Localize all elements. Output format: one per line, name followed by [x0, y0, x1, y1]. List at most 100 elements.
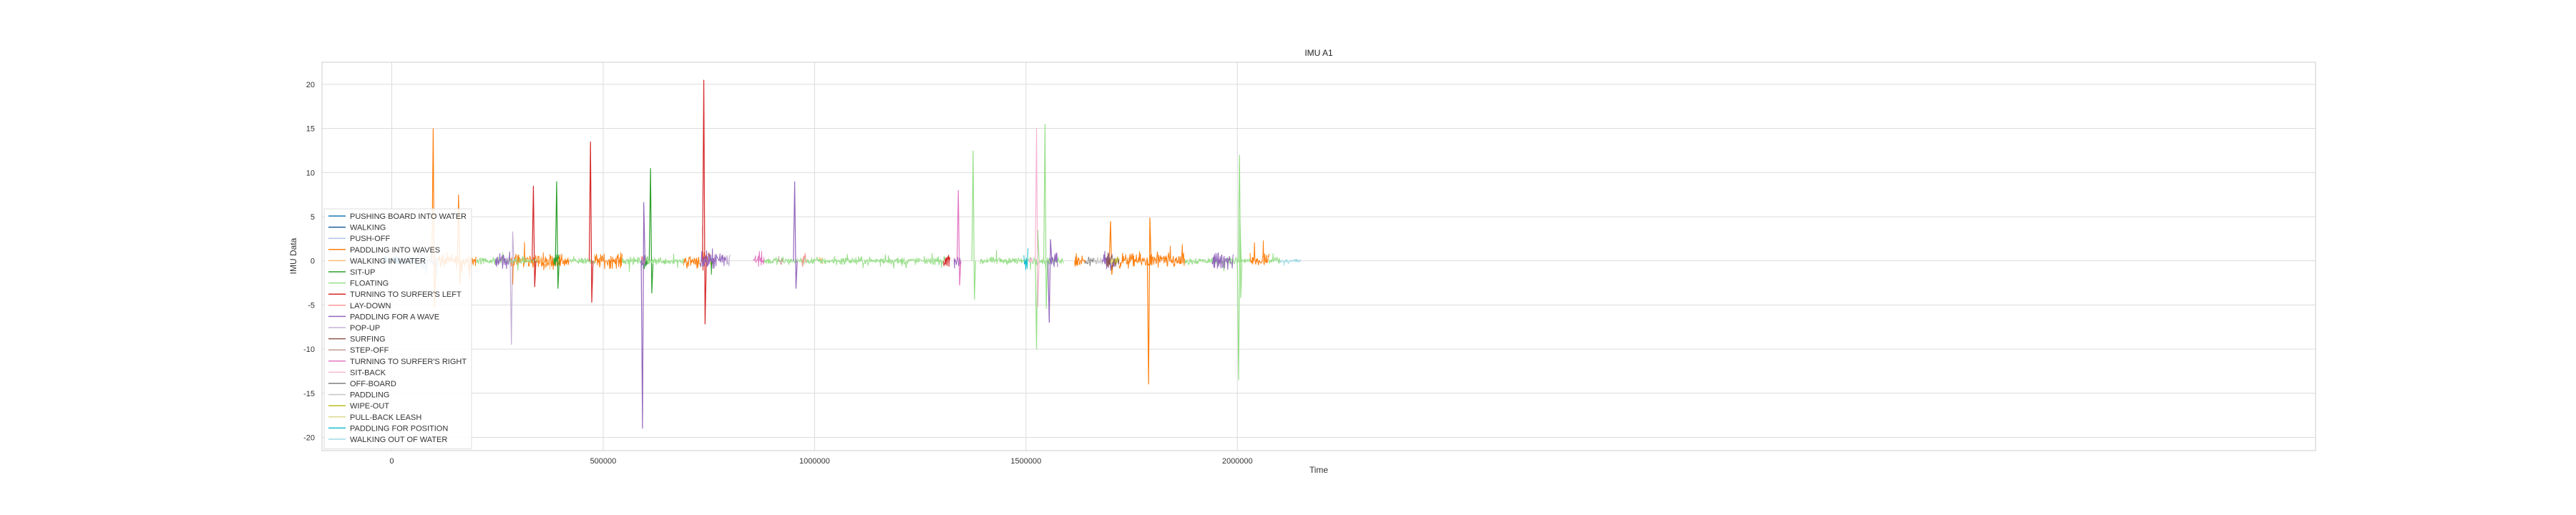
legend-item: FLOATING — [328, 280, 389, 288]
series-spike — [1035, 128, 1040, 308]
series-line — [537, 255, 553, 270]
series-floating — [476, 124, 1280, 381]
series-paddling-for-a-wave — [494, 181, 1234, 429]
series-paddling — [1093, 256, 1103, 265]
chart-title: IMU A1 — [1304, 48, 1333, 58]
series-spike — [1043, 124, 1048, 309]
y-tick-label: -10 — [303, 345, 315, 354]
y-tick-label: 20 — [306, 81, 315, 89]
series-paddling-for-position — [1023, 248, 1029, 270]
series-spike — [648, 168, 654, 294]
series-spike — [509, 231, 514, 345]
legend-label: PUSHING BOARD INTO WATER — [350, 212, 467, 221]
series-line — [1023, 248, 1029, 270]
legend-label: PADDLING FOR POSITION — [350, 424, 448, 433]
legend-label: STEP-OFF — [350, 346, 389, 355]
series-line — [1114, 256, 1120, 265]
y-tick-label: -5 — [308, 301, 315, 310]
series-spike — [532, 185, 537, 288]
series-line — [1211, 252, 1234, 270]
series-turning-to-surfer-s-left — [532, 79, 950, 325]
legend-item: POP-UP — [328, 324, 380, 333]
x-tick-label: 500000 — [590, 457, 617, 466]
x-axis-title: Time — [1309, 465, 1329, 475]
series-line — [763, 252, 946, 269]
legend-item: TURNING TO SURFER'S RIGHT — [328, 358, 467, 366]
x-tick-label: 1000000 — [799, 457, 830, 466]
legend-label: PULL-BACK LEASH — [350, 413, 421, 422]
series-line — [569, 255, 595, 264]
x-tick-label: 0 — [389, 457, 394, 466]
series-spike — [555, 181, 560, 289]
legend-label: TURNING TO SURFER'S LEFT — [350, 290, 462, 299]
series-step-off — [778, 255, 784, 265]
series-spike — [1035, 230, 1040, 350]
legend-item: PADDLING FOR POSITION — [328, 424, 448, 433]
y-tick-label: 10 — [306, 169, 315, 177]
series-wipe-out — [1114, 256, 1120, 265]
legend-item: TURNING TO SURFER'S LEFT — [328, 290, 462, 299]
series-line — [1249, 240, 1270, 265]
legend-item: SIT-UP — [328, 268, 375, 277]
legend-item: WIPE-OUT — [328, 402, 389, 411]
legend-label: WIPE-OUT — [350, 402, 389, 411]
y-tick-label: 5 — [311, 213, 315, 222]
series-spike — [971, 150, 977, 300]
series-line — [725, 254, 731, 267]
series-line — [801, 252, 807, 267]
legend-label: SIT-BACK — [350, 368, 386, 377]
legend-label: PADDLING INTO WAVES — [350, 246, 440, 255]
series-spike — [956, 190, 962, 286]
legend-label: PADDLING — [350, 391, 389, 400]
legend-label: LAY-DOWN — [350, 302, 391, 310]
series-line — [1279, 258, 1302, 266]
legend-label: SIT-UP — [350, 268, 375, 277]
series-line — [1269, 252, 1280, 264]
grid — [322, 62, 2316, 451]
series-line — [622, 253, 684, 273]
series-line — [700, 248, 726, 269]
series-line — [1048, 252, 1058, 268]
legend-item: WALKING — [328, 224, 386, 232]
series-off-board — [1085, 256, 1094, 267]
legend-item: PUSH-OFF — [328, 235, 391, 243]
legend-label: PADDLING FOR A WAVE — [350, 313, 439, 321]
series-line — [778, 255, 784, 265]
legend-item: OFF-BOARD — [328, 380, 396, 388]
y-tick-label: 15 — [306, 125, 315, 134]
series-turning-to-surfer-s-right — [753, 190, 962, 286]
y-axis-title: IMU Data — [288, 237, 298, 274]
series-line — [494, 251, 511, 270]
series-line — [1074, 253, 1085, 268]
legend-box — [323, 208, 472, 450]
series-sit-back — [1028, 128, 1040, 308]
series-line — [1085, 256, 1094, 267]
legend-label: TURNING TO SURFER'S RIGHT — [350, 358, 467, 366]
legend-item: WALKING IN WATER — [328, 257, 426, 265]
legend-item: PADDLING INTO WAVES — [328, 246, 440, 255]
legend-item: STEP-OFF — [328, 346, 389, 355]
legend-label: SURFING — [350, 335, 386, 344]
legend-label: FLOATING — [350, 280, 389, 288]
legend-label: POP-UP — [350, 324, 380, 333]
legend-item: WALKING OUT OF WATER — [328, 436, 447, 444]
legend-item: PADDLING FOR A WAVE — [328, 313, 439, 321]
series-line — [753, 250, 764, 267]
series-line — [943, 255, 950, 267]
legend-item: SURFING — [328, 335, 386, 344]
series-spike — [1047, 239, 1053, 323]
legend-label: PUSH-OFF — [350, 235, 391, 243]
legend: PUSHING BOARD INTO WATER WALKING PUSH-OFF P… — [323, 208, 472, 450]
series-spike — [793, 181, 798, 289]
legend-label: WALKING — [350, 224, 386, 232]
x-tick-label: 2000000 — [1222, 457, 1253, 466]
series-spike — [1146, 217, 1152, 385]
plot-frame — [321, 62, 2316, 451]
series-line — [1093, 256, 1103, 265]
x-tick-label: 1500000 — [1010, 457, 1041, 466]
legend-label: WALKING IN WATER — [350, 257, 426, 265]
series-spike — [702, 79, 707, 325]
legend-label: WALKING OUT OF WATER — [350, 436, 447, 444]
series-spike — [588, 142, 594, 303]
series-pop-up — [509, 231, 731, 345]
